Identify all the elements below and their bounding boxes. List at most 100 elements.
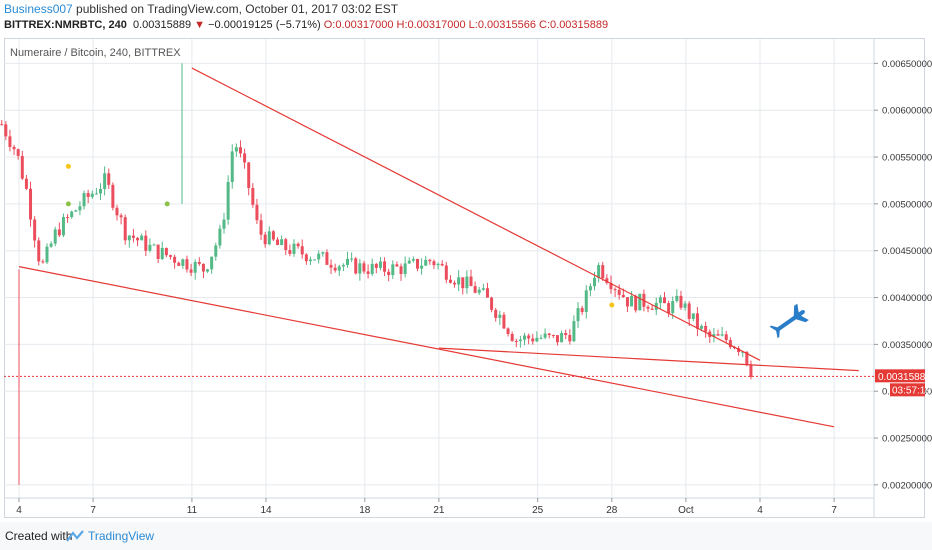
x-tick-label: Oct	[678, 505, 694, 516]
candle-body	[49, 243, 53, 247]
candle-body	[543, 333, 547, 338]
candle-body	[284, 239, 288, 251]
author-link[interactable]: Business007	[4, 2, 73, 16]
candle-body	[61, 217, 65, 236]
candle-body	[457, 277, 461, 285]
candle-body	[473, 286, 477, 293]
candle-body	[527, 335, 531, 339]
candle-body	[547, 333, 551, 336]
candle-body	[33, 219, 37, 241]
candle-body	[625, 297, 629, 307]
candle-body	[350, 258, 354, 260]
ohlc-values: O:0.00317000 H:0.00317000 L:0.00315566 C…	[323, 19, 609, 31]
signal-marker	[65, 201, 71, 207]
candle-body	[564, 332, 568, 336]
candle-body	[107, 173, 111, 185]
candle-body	[555, 335, 559, 343]
candle-body	[728, 340, 732, 348]
candle-body	[617, 289, 621, 295]
candle-body	[370, 263, 374, 274]
trendline-horizontal-support	[438, 347, 859, 372]
x-tick-label: 4	[757, 505, 763, 516]
footer: Created with TradingView	[0, 522, 932, 550]
candle-body	[168, 255, 172, 257]
candle-body	[251, 188, 255, 205]
candle-body	[136, 237, 140, 241]
candle-body	[308, 259, 312, 262]
candle-body	[597, 265, 601, 278]
countdown-tag	[890, 383, 925, 397]
candle-body	[712, 334, 716, 337]
candle-body	[70, 211, 74, 218]
candle-body	[82, 193, 86, 207]
candle-body	[399, 266, 403, 274]
created-with-text: Created with	[5, 529, 73, 543]
candle-body	[485, 288, 489, 298]
candle-body	[296, 243, 300, 247]
candle-body	[691, 313, 695, 319]
current-price-tag	[875, 369, 925, 383]
candle-body	[300, 246, 304, 255]
candle-body	[304, 254, 308, 262]
candle-body	[683, 303, 687, 308]
candle-body	[407, 260, 411, 264]
candle-body	[238, 147, 242, 154]
change-value: −0.00019125 (−5.71%)	[208, 19, 321, 31]
candle-body	[391, 264, 395, 276]
trendline-lower-support	[18, 266, 835, 428]
candle-body	[490, 297, 494, 310]
candle-body	[152, 244, 156, 246]
candle-body	[535, 337, 539, 342]
y-tick-label: 0.00650000	[882, 59, 932, 70]
candle-body	[210, 256, 214, 270]
candle-body	[86, 193, 90, 197]
signal-marker	[164, 201, 170, 207]
tradingview-logo-icon	[66, 530, 84, 542]
candle-body	[29, 188, 33, 220]
candle-body	[230, 151, 234, 183]
candle-body	[333, 267, 337, 271]
candle-body	[197, 261, 201, 264]
candle-body	[115, 207, 119, 216]
candle-body	[539, 337, 543, 339]
candle-body	[461, 277, 465, 289]
candle-body	[148, 244, 152, 251]
candle-body	[551, 335, 555, 337]
current-price-label: 0.00315889	[878, 372, 931, 383]
tradingview-link[interactable]: TradingView	[88, 529, 155, 543]
candle-body	[724, 334, 728, 341]
candle-body	[420, 265, 424, 269]
candle-body	[280, 239, 284, 245]
candle-body	[576, 308, 580, 322]
candle-body	[428, 259, 432, 262]
price-chart[interactable]: Numeraire / Bitcoin, 240, BITTREX 0.0065…	[0, 0, 932, 522]
candle-body	[131, 235, 135, 238]
candle-body	[662, 297, 666, 304]
x-tick-label: 18	[359, 505, 371, 516]
candle-body	[658, 297, 662, 303]
candle-body	[341, 264, 345, 267]
candle-body	[90, 193, 94, 197]
candle-body	[288, 250, 292, 254]
candle-body	[103, 173, 107, 190]
candle-body	[181, 259, 185, 266]
candle-body	[737, 348, 741, 353]
signal-marker	[65, 163, 71, 169]
y-tick-label: 0.00400000	[882, 293, 932, 304]
candle-body	[584, 290, 588, 312]
chart-frame	[4, 38, 925, 518]
candle-body	[650, 308, 654, 310]
candle-body	[502, 314, 506, 329]
candle-body	[317, 253, 321, 260]
candle-body	[4, 124, 8, 137]
signal-marker	[609, 302, 615, 308]
candle-body	[99, 189, 103, 194]
x-tick-label: 25	[532, 505, 544, 516]
candle-body	[572, 321, 576, 342]
candle-body	[354, 258, 358, 274]
candle-body	[243, 153, 247, 163]
candle-body	[494, 309, 498, 318]
candle-body	[704, 325, 708, 332]
candle-body	[424, 259, 428, 266]
candle-body	[313, 259, 317, 261]
